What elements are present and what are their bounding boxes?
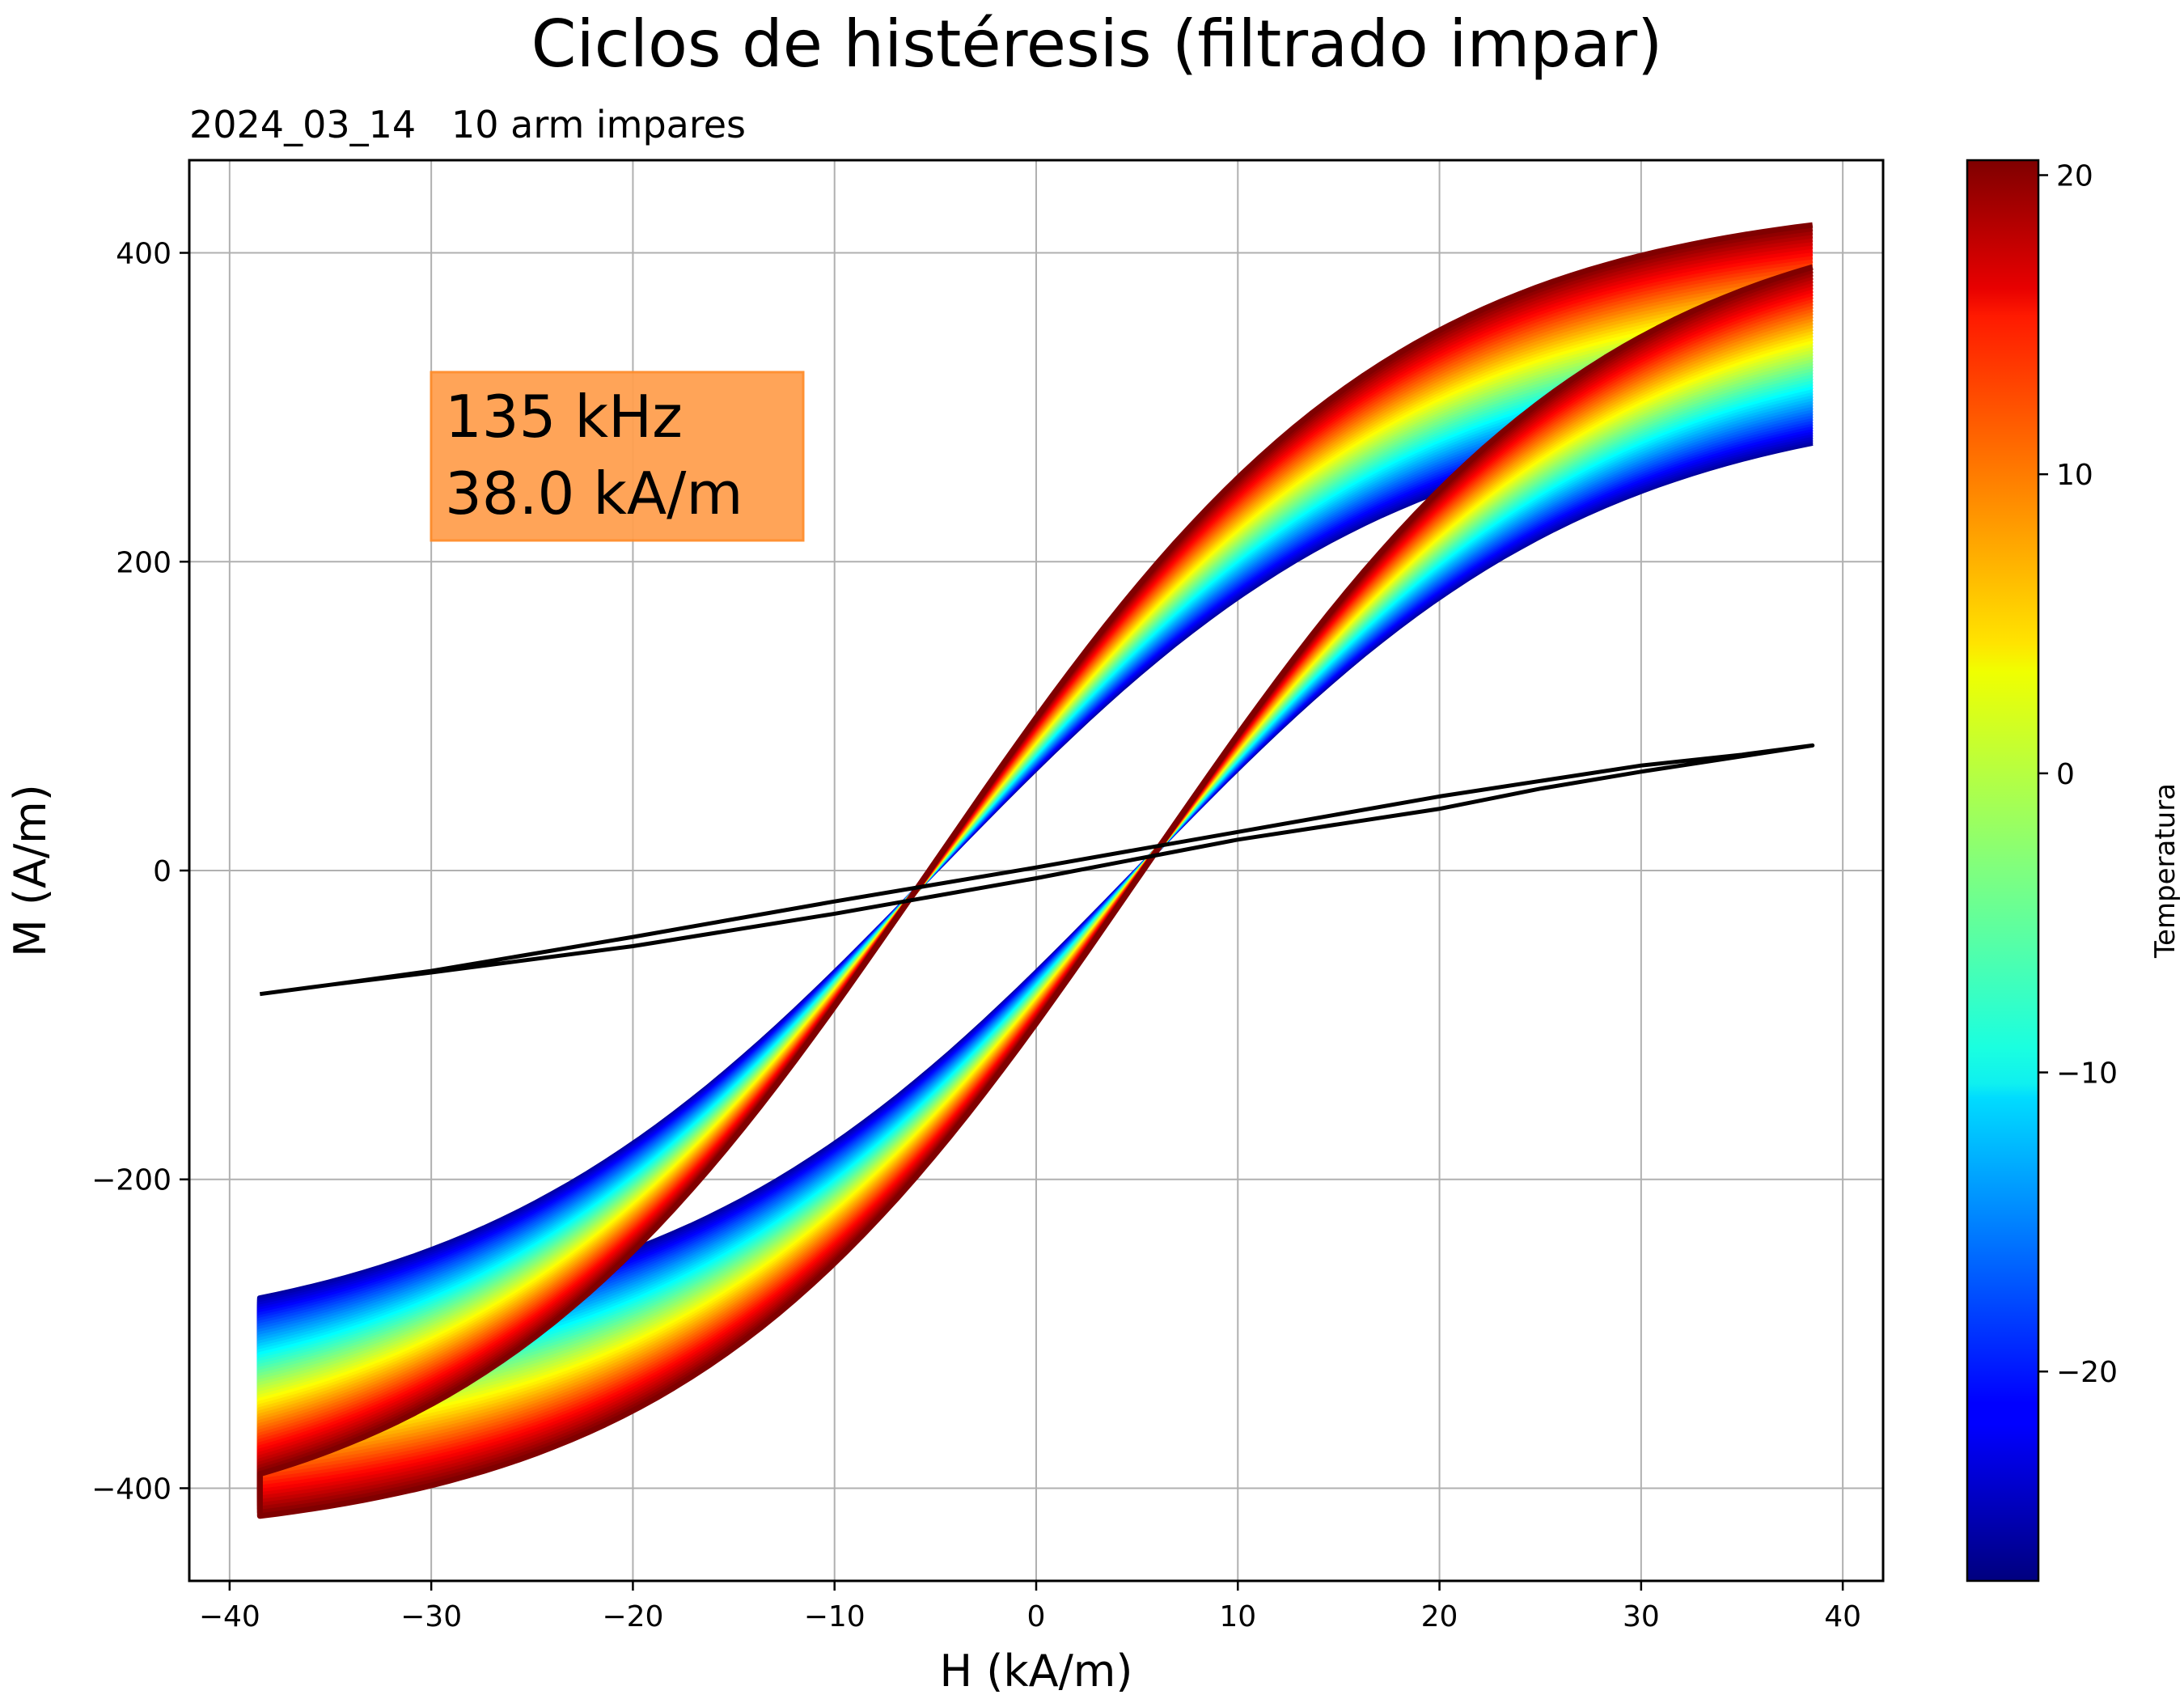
x-tick-label: 10 — [1219, 1600, 1256, 1633]
y-ticks: −400 −200 0 200 400 — [91, 238, 189, 1506]
chart-subtitle: 2024_03_14 10 arm impares — [189, 103, 746, 146]
colorbar-tick-label: 0 — [2056, 758, 2075, 791]
x-tick-label: −30 — [400, 1600, 462, 1633]
y-tick-label: −200 — [91, 1164, 171, 1197]
annotation-box: 135 kHz 38.0 kA/m — [430, 371, 805, 542]
annotation-frequency: 135 kHz — [445, 383, 683, 451]
x-tick-label: −10 — [804, 1600, 866, 1633]
colorbar-tick-label: −20 — [2056, 1356, 2118, 1389]
x-tick-label: −40 — [199, 1600, 260, 1633]
y-axis-label: M (A/m) — [5, 784, 56, 957]
y-gridlines — [189, 252, 1883, 1489]
y-tick-label: 0 — [153, 855, 171, 888]
loop-family — [256, 222, 1814, 1519]
x-tick-label: 40 — [1824, 1600, 1861, 1633]
x-tick-label: 30 — [1623, 1600, 1660, 1633]
colorbar-tick-label: 20 — [2056, 159, 2093, 193]
colorbar-label: Temperatura — [2149, 783, 2182, 959]
colorbar-ticks: −20 −10 0 10 20 — [2038, 159, 2118, 1389]
colorbar: −20 −10 0 10 20 Temperatura — [1966, 159, 2182, 1582]
y-tick-label: 200 — [116, 546, 171, 579]
x-ticks: −40 −30 −20 −10 0 10 20 30 40 — [199, 1581, 1861, 1633]
y-tick-label: 400 — [116, 238, 171, 271]
hysteresis-loop — [256, 222, 1814, 1519]
reference-loop — [259, 743, 1815, 997]
x-axis-label: H (kA/m) — [940, 1646, 1133, 1697]
x-tick-label: 20 — [1421, 1600, 1458, 1633]
x-tick-label: 0 — [1027, 1600, 1046, 1633]
chart-title: Ciclos de histéresis (filtrado impar) — [531, 6, 1663, 82]
y-tick-label: −400 — [91, 1472, 171, 1506]
annotation-field: 38.0 kA/m — [445, 460, 743, 527]
colorbar-tick-label: −10 — [2056, 1057, 2118, 1091]
colorbar-gradient — [1966, 159, 2040, 1582]
reference-loop-group — [259, 743, 1815, 997]
colorbar-tick-label: 10 — [2056, 459, 2093, 492]
x-tick-label: −20 — [602, 1600, 663, 1633]
annotation-background — [430, 371, 805, 542]
